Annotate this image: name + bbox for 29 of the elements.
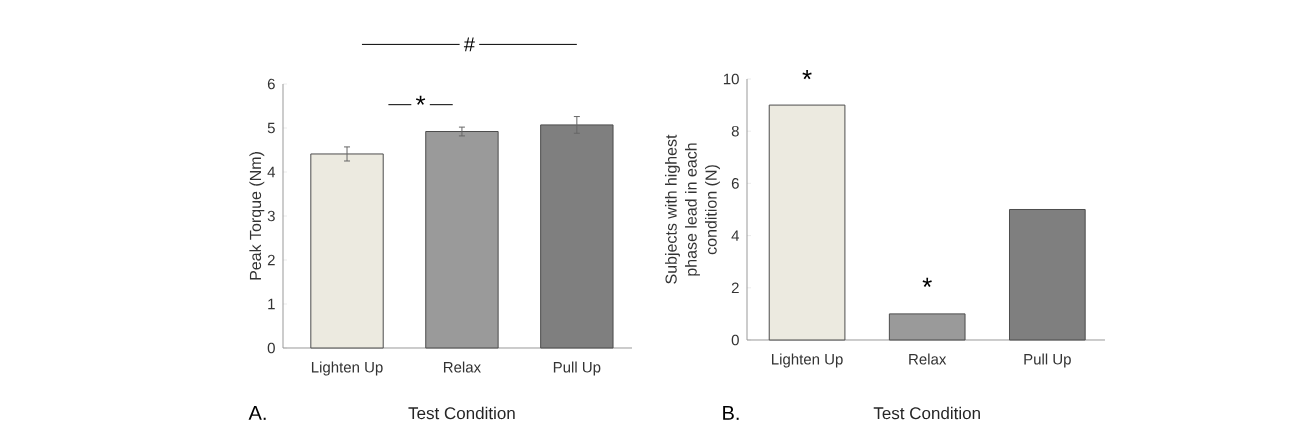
- x-axis-title: Test Condition: [408, 406, 515, 420]
- annotation: *: [802, 70, 812, 80]
- y-tick-label: 4: [731, 230, 740, 241]
- y-tick-label: 4: [267, 166, 276, 178]
- x-tick-label: Pull Up: [1024, 353, 1071, 368]
- x-tick-label: Relax: [443, 361, 481, 373]
- y-tick-label: 6: [267, 78, 275, 90]
- y-tick-label: 8: [731, 125, 739, 137]
- x-axis-title: Test Condition: [873, 406, 980, 420]
- annotation: *: [922, 277, 932, 287]
- y-tick-label: 1: [268, 298, 275, 310]
- text: #: [463, 37, 475, 52]
- text: B.: [723, 406, 739, 420]
- x-tick-label: Relax: [909, 353, 947, 365]
- y-tick-label: 0: [731, 334, 739, 346]
- y-tick-label: 2: [731, 282, 739, 294]
- y-tick-label: 10: [723, 73, 739, 85]
- y-tick-label: 6: [731, 178, 739, 189]
- y-tick-label: 3: [267, 210, 275, 222]
- y-axis-title: Peak Torque (Nm): [249, 152, 265, 280]
- text: A.: [248, 406, 266, 420]
- y-tick-label: 2: [267, 254, 275, 266]
- x-tick-label: Lighten Up: [311, 361, 383, 376]
- y-tick-label: 5: [267, 122, 275, 134]
- y-tick-label: 0: [267, 342, 275, 354]
- x-tick-label: Lighten Up: [772, 353, 843, 368]
- y-axis-title: Subjects with highest phase lead in each condition (N): [665, 134, 720, 284]
- x-tick-label: Pull Up: [553, 361, 601, 376]
- annotation: *: [415, 95, 426, 105]
